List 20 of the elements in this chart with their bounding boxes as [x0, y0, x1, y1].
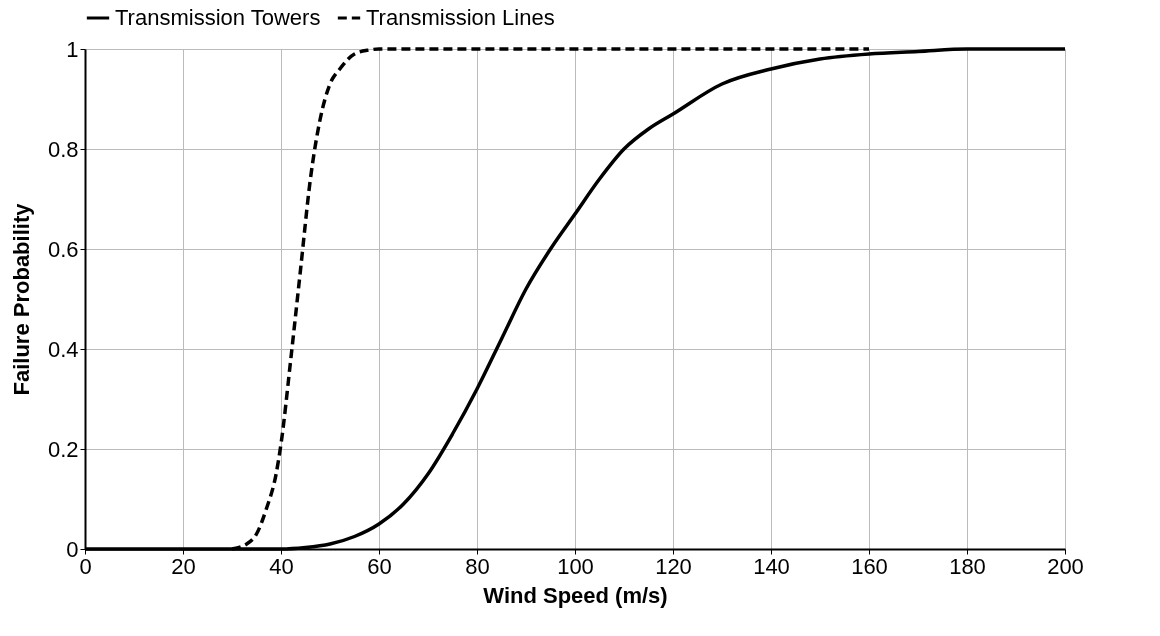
legend-label: Transmission Towers — [115, 5, 321, 30]
x-tick-label: 160 — [851, 553, 888, 579]
y-tick-label: 0.4 — [47, 336, 79, 362]
y-tick-label: 0.6 — [47, 236, 79, 262]
x-tick-label: 40 — [269, 553, 294, 579]
x-axis-title: Wind Speed (m/s) — [483, 582, 668, 608]
x-tick-label: 140 — [753, 553, 790, 579]
y-axis-title: Failure Probability — [8, 202, 34, 396]
x-tick-label: 180 — [949, 553, 986, 579]
y-tick-label: 0 — [66, 536, 79, 562]
y-tick-label: 0.8 — [47, 136, 79, 162]
x-tick-label: 100 — [557, 553, 594, 579]
legend-label: Transmission Lines — [366, 5, 555, 30]
x-tick-label: 200 — [1047, 553, 1084, 579]
x-tick-label: 120 — [655, 553, 692, 579]
x-tick-label: 80 — [465, 553, 490, 579]
x-tick-label: 20 — [171, 553, 196, 579]
y-tick-label: 1 — [66, 36, 79, 62]
y-tick-label: 0.2 — [47, 436, 79, 462]
x-tick-label: 60 — [367, 553, 392, 579]
